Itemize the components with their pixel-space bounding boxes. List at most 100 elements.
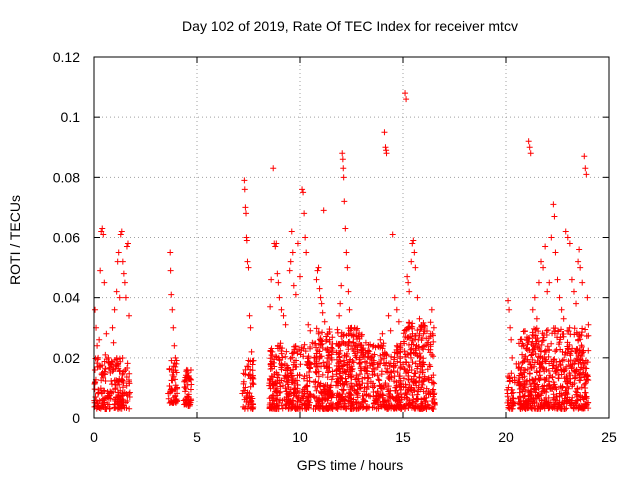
- data-point: [272, 243, 279, 250]
- data-point: [97, 267, 104, 274]
- data-point: [117, 231, 124, 238]
- data-point: [363, 391, 370, 398]
- data-point: [245, 264, 252, 271]
- data-point: [348, 399, 355, 406]
- data-point: [269, 348, 276, 355]
- data-point: [338, 329, 345, 336]
- data-point: [554, 276, 561, 283]
- data-point: [325, 402, 332, 409]
- data-point: [410, 237, 417, 244]
- data-point: [392, 387, 399, 394]
- data-point: [247, 372, 254, 379]
- data-point: [515, 379, 522, 386]
- data-point: [325, 348, 332, 355]
- data-point: [427, 343, 434, 350]
- data-point: [509, 386, 516, 393]
- data-point: [287, 355, 294, 362]
- data-point: [420, 319, 427, 326]
- data-point: [105, 365, 112, 372]
- data-point: [124, 360, 131, 367]
- data-point: [116, 375, 123, 382]
- data-point: [353, 372, 360, 379]
- data-point: [338, 386, 345, 393]
- data-point: [315, 264, 322, 271]
- data-point: [540, 334, 547, 341]
- data-point: [513, 360, 520, 367]
- data-point: [299, 395, 306, 402]
- data-point: [564, 390, 571, 397]
- data-point: [246, 312, 253, 319]
- data-point: [546, 360, 553, 367]
- data-point: [429, 332, 436, 339]
- data-point: [544, 343, 551, 350]
- axis-ticks: 0 5 10 15 20 25 0 0.02 0.04 0.06 0.08 0.1 0.12: [53, 49, 617, 445]
- data-point: [552, 396, 559, 403]
- data-point: [245, 401, 252, 408]
- data-point: [540, 337, 547, 344]
- data-point: [302, 348, 309, 355]
- data-point: [566, 341, 573, 348]
- data-point: [579, 279, 586, 286]
- data-point: [295, 394, 302, 401]
- data-point: [126, 405, 133, 412]
- data-point: [397, 346, 404, 353]
- data-point: [553, 346, 560, 353]
- data-point: [108, 381, 115, 388]
- data-point: [422, 390, 429, 397]
- data-point: [534, 391, 541, 398]
- data-point: [542, 243, 549, 250]
- data-point: [521, 392, 528, 399]
- data-point: [356, 354, 363, 361]
- data-point: [320, 207, 327, 214]
- data-point: [187, 376, 194, 383]
- data-point: [323, 336, 330, 343]
- data-point: [576, 246, 583, 253]
- data-point: [243, 237, 250, 244]
- data-point: [564, 350, 571, 357]
- data-point: [287, 367, 294, 374]
- data-point: [120, 380, 127, 387]
- data-point: [546, 375, 553, 382]
- data-point: [540, 264, 547, 271]
- data-point: [421, 395, 428, 402]
- data-point: [568, 365, 575, 372]
- data-point: [343, 378, 350, 385]
- data-point: [313, 350, 320, 357]
- data-point: [357, 402, 364, 408]
- data-point: [98, 390, 105, 397]
- data-point: [414, 363, 421, 370]
- data-point: [247, 324, 254, 331]
- data-point: [102, 394, 109, 401]
- data-point: [402, 390, 409, 397]
- data-point: [328, 376, 335, 383]
- data-point: [183, 366, 190, 373]
- data-point: [539, 355, 546, 362]
- data-point: [294, 404, 301, 411]
- data-point: [427, 390, 434, 397]
- data-point: [582, 326, 589, 333]
- y-tick-label: 0.12: [53, 49, 80, 65]
- y-tick-label: 0.02: [53, 350, 80, 366]
- data-point: [339, 150, 346, 157]
- data-point: [354, 375, 361, 382]
- data-point: [375, 360, 382, 367]
- data-point: [520, 369, 527, 376]
- data-point: [103, 330, 110, 337]
- data-point: [428, 405, 435, 412]
- data-point: [352, 352, 359, 359]
- data-point: [180, 397, 187, 404]
- data-point: [362, 363, 369, 370]
- data-point: [171, 342, 178, 349]
- data-point: [306, 369, 313, 376]
- data-point: [556, 294, 563, 301]
- data-point: [389, 231, 396, 238]
- data-point: [282, 321, 289, 328]
- data-point: [336, 359, 343, 366]
- data-point: [341, 198, 348, 205]
- data-point: [298, 347, 305, 354]
- data-point: [115, 360, 122, 367]
- data-point: [350, 333, 357, 340]
- data-point: [324, 382, 331, 389]
- data-point: [245, 363, 252, 370]
- y-tick-label: 0.08: [53, 169, 80, 185]
